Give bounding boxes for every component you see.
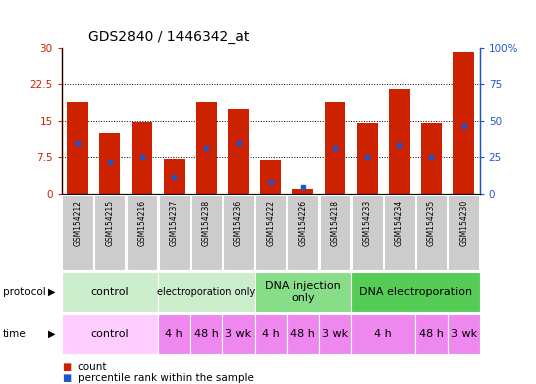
FancyBboxPatch shape <box>287 314 319 354</box>
Text: GSM154216: GSM154216 <box>138 200 146 246</box>
Text: GDS2840 / 1446342_at: GDS2840 / 1446342_at <box>88 30 250 44</box>
Bar <box>132 122 153 194</box>
FancyBboxPatch shape <box>62 195 93 270</box>
FancyBboxPatch shape <box>415 314 448 354</box>
FancyBboxPatch shape <box>158 314 190 354</box>
FancyBboxPatch shape <box>191 195 222 270</box>
Text: electroporation only: electroporation only <box>157 287 256 297</box>
FancyBboxPatch shape <box>255 195 286 270</box>
Text: 48 h: 48 h <box>291 329 315 339</box>
FancyBboxPatch shape <box>448 195 479 270</box>
Bar <box>293 189 313 194</box>
Bar <box>325 101 345 194</box>
Text: ■: ■ <box>62 373 71 383</box>
FancyBboxPatch shape <box>94 195 125 270</box>
Text: GSM154215: GSM154215 <box>106 200 114 246</box>
Text: GSM154218: GSM154218 <box>331 200 339 246</box>
Text: 48 h: 48 h <box>419 329 444 339</box>
FancyBboxPatch shape <box>351 272 480 312</box>
Text: count: count <box>78 362 107 372</box>
FancyBboxPatch shape <box>62 272 158 312</box>
Text: ■: ■ <box>62 362 71 372</box>
Text: 4 h: 4 h <box>165 329 183 339</box>
Text: protocol: protocol <box>3 287 46 297</box>
Text: ▶: ▶ <box>48 287 56 297</box>
Text: GSM154238: GSM154238 <box>202 200 211 246</box>
Bar <box>228 109 249 194</box>
Text: GSM154222: GSM154222 <box>266 200 275 246</box>
FancyBboxPatch shape <box>159 195 190 270</box>
FancyBboxPatch shape <box>351 314 415 354</box>
FancyBboxPatch shape <box>287 195 318 270</box>
FancyBboxPatch shape <box>416 195 447 270</box>
Text: percentile rank within the sample: percentile rank within the sample <box>78 373 254 383</box>
Bar <box>453 52 474 194</box>
FancyBboxPatch shape <box>255 272 351 312</box>
FancyBboxPatch shape <box>126 195 158 270</box>
Text: GSM154233: GSM154233 <box>363 200 371 246</box>
Bar <box>100 133 120 194</box>
Text: 4 h: 4 h <box>262 329 280 339</box>
Text: 3 wk: 3 wk <box>226 329 251 339</box>
Text: GSM154230: GSM154230 <box>459 200 468 246</box>
FancyBboxPatch shape <box>255 314 287 354</box>
Text: DNA injection
only: DNA injection only <box>265 281 341 303</box>
Text: control: control <box>91 287 129 297</box>
Text: GSM154234: GSM154234 <box>395 200 404 246</box>
FancyBboxPatch shape <box>448 314 480 354</box>
Text: 4 h: 4 h <box>374 329 392 339</box>
Bar <box>196 101 217 194</box>
FancyBboxPatch shape <box>319 195 351 270</box>
Text: GSM154236: GSM154236 <box>234 200 243 246</box>
Bar <box>421 123 442 194</box>
Bar <box>357 123 378 194</box>
Text: 3 wk: 3 wk <box>451 329 477 339</box>
Text: ▶: ▶ <box>48 329 56 339</box>
Text: GSM154226: GSM154226 <box>299 200 307 246</box>
Text: DNA electroporation: DNA electroporation <box>359 287 472 297</box>
FancyBboxPatch shape <box>384 195 415 270</box>
FancyBboxPatch shape <box>158 272 255 312</box>
Bar <box>389 89 410 194</box>
Text: GSM154235: GSM154235 <box>427 200 436 246</box>
Text: GSM154212: GSM154212 <box>73 200 82 246</box>
Bar <box>164 159 184 194</box>
Text: control: control <box>91 329 129 339</box>
Bar <box>68 101 88 194</box>
FancyBboxPatch shape <box>222 314 255 354</box>
Bar <box>260 160 281 194</box>
FancyBboxPatch shape <box>62 314 158 354</box>
FancyBboxPatch shape <box>190 314 222 354</box>
FancyBboxPatch shape <box>223 195 254 270</box>
Text: GSM154237: GSM154237 <box>170 200 178 246</box>
FancyBboxPatch shape <box>352 195 383 270</box>
Text: 48 h: 48 h <box>194 329 219 339</box>
FancyBboxPatch shape <box>319 314 351 354</box>
Text: 3 wk: 3 wk <box>322 329 348 339</box>
Text: time: time <box>3 329 26 339</box>
